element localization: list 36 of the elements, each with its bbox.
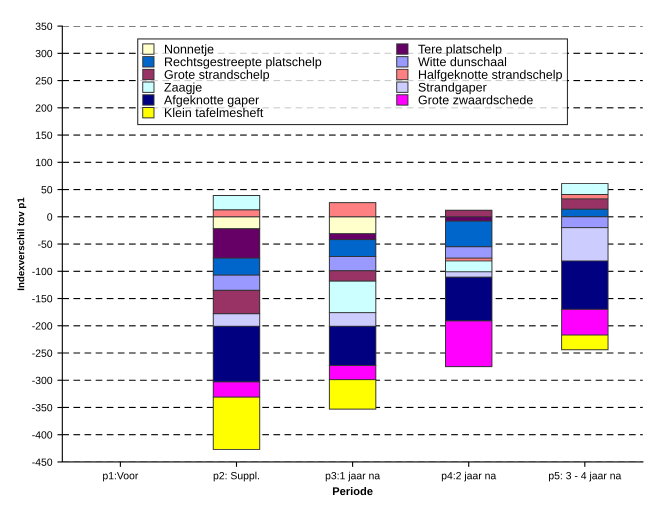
y-tick-label: 50 — [41, 186, 52, 194]
legend-label: Zaagje — [164, 82, 202, 94]
legend-label: Nonnetje — [165, 44, 214, 56]
legend-label: Halfgeknotte strandschelp — [418, 70, 562, 82]
y-axis-title: Indexverschil tov p1 — [17, 198, 26, 290]
bar — [445, 210, 492, 218]
y-tick-label: 250 — [36, 77, 52, 84]
legend-label: Klein tafelmesheft — [165, 108, 264, 118]
y-tick-label: -50 — [38, 240, 52, 248]
legend-label: Grote strandschelp — [164, 70, 270, 82]
legend-label: Witte dunschaal — [418, 57, 506, 66]
y-tick-label: -200 — [32, 322, 52, 330]
y-tick-label: 100 — [36, 158, 52, 166]
y-tick-label: -350 — [32, 404, 52, 412]
y-tick-label: -100 — [32, 268, 52, 276]
x-tick-label: p1:Voor — [103, 472, 138, 482]
y-tick-label: 150 — [36, 132, 52, 139]
y-tick-label: -400 — [32, 431, 52, 439]
x-axis-title: Periode — [332, 486, 373, 496]
x-tick-label: p5: 3 - 4 jaar na — [549, 472, 622, 482]
x-tick-label: p3:1 jaar na — [326, 472, 380, 482]
y-tick-label: -300 — [32, 376, 52, 384]
x-tick-label: p4:2 jaar na — [442, 472, 496, 482]
y-tick-label: -450 — [32, 458, 52, 466]
legend-label: Strandgaper — [418, 82, 487, 94]
y-tick-label: -250 — [32, 350, 52, 357]
y-tick-label: 300 — [36, 50, 52, 58]
legend-label: Grote zwaardschede — [418, 95, 533, 104]
y-tick-label: 200 — [36, 104, 52, 112]
y-tick-label: -150 — [32, 295, 52, 302]
x-tick-label: p2: Suppl. — [214, 472, 259, 482]
y-tick-label: 0 — [47, 213, 52, 221]
y-tick-label: 350 — [36, 22, 52, 30]
legend-label: Afgeknotte gaper — [164, 95, 259, 107]
legend-label: Tere platschelp — [418, 44, 502, 56]
legend-label: Rechtsgestreepte platschelp — [165, 57, 322, 69]
